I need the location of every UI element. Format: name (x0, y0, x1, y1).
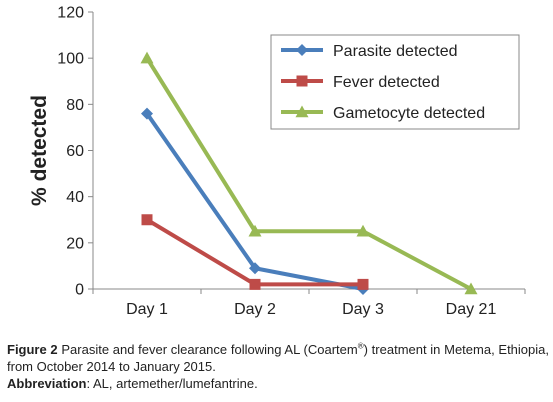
abbreviation-line: Abbreviation: AL, artemether/lumefantrin… (7, 375, 549, 392)
x-tick-label: Day 2 (234, 301, 276, 318)
abbreviation-text: : AL, artemether/lumefantrine. (86, 376, 258, 391)
data-point (356, 224, 370, 237)
y-tick-label: 80 (66, 97, 84, 114)
figure-label: Figure 2 (7, 342, 58, 357)
legend-label: Gametocyte detected (333, 105, 485, 122)
data-point (249, 278, 261, 290)
data-point (248, 224, 262, 237)
chart-axes: 0 20 40 60 80 100 120 Day 1 Day 2 Day 3 Day 21 % de… (28, 5, 526, 318)
y-axis-title: % detected (28, 95, 51, 206)
y-tick-label: 20 (66, 235, 84, 252)
figure-caption: Figure 2 Parasite and fever clearance fo… (7, 341, 549, 392)
x-tick-label: Day 21 (446, 301, 497, 318)
data-point (141, 214, 153, 226)
registered-mark: ® (357, 341, 364, 351)
line-chart: 0 20 40 60 80 100 120 Day 1 Day 2 Day 3 Day 21 % de… (28, 5, 526, 318)
data-point (249, 262, 261, 275)
legend-entry: Parasite detected (281, 43, 458, 60)
y-tick-label: 40 (66, 189, 84, 206)
legend-entry: Fever detected (281, 74, 440, 91)
y-tick-label: 60 (66, 143, 84, 160)
chart-legend: Parasite detected Fever detected Gametocyt… (270, 34, 520, 130)
figure-caption-line: Figure 2 Parasite and fever clearance fo… (7, 341, 549, 375)
figure-text-1: Parasite and fever clearance following A… (57, 342, 358, 357)
series-gametocyte-detected (140, 51, 478, 295)
legend-swatch-marker (295, 105, 309, 118)
data-point (140, 51, 154, 64)
legend-entry: Gametocyte detected (281, 105, 485, 122)
x-tick-label: Day 3 (342, 301, 384, 318)
legend-label: Parasite detected (333, 43, 458, 60)
legend-swatch-marker (296, 75, 308, 87)
x-tick-label: Day 1 (126, 301, 168, 318)
series-fever-detected (141, 214, 369, 290)
legend-label: Fever detected (333, 74, 440, 91)
data-point (464, 282, 478, 295)
y-tick-label: 100 (57, 51, 84, 68)
series-line (145, 57, 472, 291)
abbreviation-label: Abbreviation (7, 376, 87, 391)
y-tick-label: 120 (57, 5, 84, 22)
figure-text-2: ) treatment in Metema, Ethiopia, from Oc… (7, 342, 549, 374)
data-point (357, 278, 369, 290)
legend-swatch-marker (296, 44, 308, 56)
chart-series (140, 51, 478, 295)
data-point (141, 107, 153, 120)
y-tick-label: 0 (75, 282, 84, 299)
series-parasite-detected (141, 107, 369, 295)
